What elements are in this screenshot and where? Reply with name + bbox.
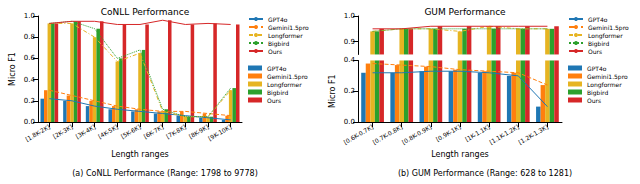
- svg-text:CoNLL Performance: CoNLL Performance: [101, 7, 190, 17]
- svg-text:[4K-5K]: [4K-5K]: [97, 123, 119, 140]
- svg-text:Longformer: Longformer: [268, 32, 303, 40]
- svg-text:0.0: 0.0: [24, 118, 35, 126]
- svg-text:[1K-1.1K]: [1K-1.1K]: [464, 123, 491, 143]
- svg-text:Ours: Ours: [587, 97, 601, 104]
- svg-text:(a) CoNLL Performance (Range:: (a) CoNLL Performance (Range: 1798 to 97…: [72, 169, 258, 178]
- svg-text:[5K-6K]: [5K-6K]: [119, 123, 141, 140]
- svg-text:Micro F1: Micro F1: [8, 52, 17, 86]
- svg-text:Length ranges: Length ranges: [431, 150, 489, 159]
- svg-text:[9K-10K]: [9K-10K]: [207, 123, 233, 142]
- svg-text:[1.1K-1.2K]: [1.1K-1.2K]: [488, 123, 520, 146]
- svg-text:Bigbird: Bigbird: [268, 40, 289, 48]
- svg-text:[0.8K-0.9K]: [0.8K-0.9K]: [400, 123, 432, 146]
- svg-text:[2K-3K]: [2K-3K]: [51, 123, 73, 140]
- svg-text:Bigbird: Bigbird: [587, 89, 608, 97]
- svg-text:[3K-4K]: [3K-4K]: [74, 123, 96, 140]
- svg-text:Gemini1.5pro: Gemini1.5pro: [588, 24, 629, 32]
- svg-text:0.4: 0.4: [24, 76, 36, 84]
- svg-text:1.0: 1.0: [344, 12, 355, 20]
- svg-text:Longformer: Longformer: [588, 32, 623, 40]
- svg-text:[1.8K-2K]: [1.8K-2K]: [24, 123, 51, 143]
- svg-text:Gemini1.5pro: Gemini1.5pro: [268, 24, 309, 32]
- svg-text:Ours: Ours: [588, 48, 602, 55]
- svg-text:[0.9K-1K]: [0.9K-1K]: [435, 123, 462, 143]
- svg-text:GUM Performance: GUM Performance: [424, 7, 506, 17]
- svg-text:Bigbird: Bigbird: [588, 40, 609, 48]
- svg-text:1.0: 1.0: [24, 12, 35, 20]
- svg-text:Ours: Ours: [267, 97, 281, 104]
- svg-text:Gemini1.5pro: Gemini1.5pro: [587, 73, 628, 81]
- svg-text:Longformer: Longformer: [267, 81, 302, 89]
- svg-text:0.6: 0.6: [24, 54, 36, 62]
- svg-text:0.0: 0.0: [344, 118, 355, 126]
- svg-text:0.2: 0.2: [344, 87, 355, 95]
- svg-text:GPT4o: GPT4o: [587, 65, 607, 72]
- svg-text:GPT4o: GPT4o: [267, 65, 287, 72]
- svg-text:Length ranges: Length ranges: [111, 150, 169, 159]
- svg-text:[7K-8K]: [7K-8K]: [165, 123, 187, 140]
- svg-text:GPT4o: GPT4o: [268, 16, 288, 23]
- svg-text:[8K-9K]: [8K-9K]: [187, 123, 209, 140]
- svg-text:[0.7K-0.8K]: [0.7K-0.8K]: [371, 123, 403, 146]
- svg-text:0.4: 0.4: [344, 56, 356, 64]
- svg-text:0.9: 0.9: [344, 38, 355, 46]
- svg-text:GPT4o: GPT4o: [588, 16, 608, 23]
- svg-text:Bigbird: Bigbird: [267, 89, 288, 97]
- svg-text:Longformer: Longformer: [587, 81, 622, 89]
- svg-text:[0.6K-0.7K]: [0.6K-0.7K]: [342, 123, 374, 146]
- svg-text:(b) GUM Performance (Range: 62: (b) GUM Performance (Range: 628 to 1281): [398, 169, 572, 178]
- svg-text:[1.2K-1.3K]: [1.2K-1.3K]: [517, 123, 549, 146]
- svg-text:Ours: Ours: [268, 48, 282, 55]
- svg-text:0.8: 0.8: [24, 33, 35, 41]
- svg-text:0.2: 0.2: [24, 97, 35, 105]
- svg-text:[6K-7K]: [6K-7K]: [142, 123, 164, 140]
- svg-text:Micro F1: Micro F1: [328, 74, 337, 108]
- svg-text:Gemini1.5pro: Gemini1.5pro: [267, 73, 308, 81]
